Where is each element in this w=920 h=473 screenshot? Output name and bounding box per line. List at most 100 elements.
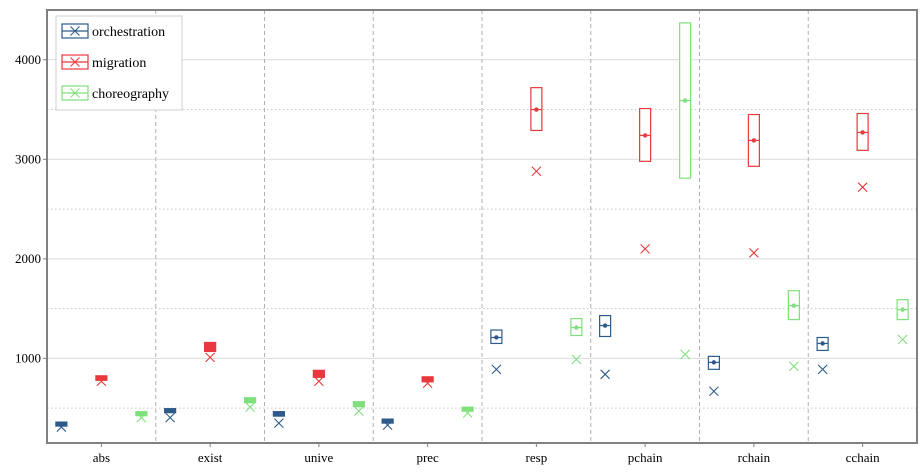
median-point-orchestration	[385, 418, 390, 424]
marker-migration	[422, 378, 433, 389]
marker-orchestration	[382, 420, 393, 430]
median-point-choreography	[356, 401, 362, 407]
marker-choreography	[245, 402, 256, 413]
marker-migration	[313, 376, 324, 387]
marker-orchestration	[165, 412, 176, 423]
median-point-orchestration	[59, 421, 64, 427]
marker-orchestration	[56, 422, 67, 432]
marker-migration	[857, 182, 868, 193]
y-tick-label: 1000	[15, 350, 41, 365]
plot-frame	[46, 9, 918, 444]
x-tick-label: unive	[304, 450, 333, 465]
x-tick-label: abs	[93, 450, 110, 465]
median-point-migration	[425, 377, 430, 382]
marker-orchestration-stroke	[817, 364, 828, 375]
median-point-orchestration	[167, 408, 173, 413]
legend-entry-orchestration: orchestration	[61, 23, 165, 40]
x-tick-label: pchain	[628, 450, 663, 465]
marker-choreography-stroke	[897, 334, 908, 345]
marker-migration-stroke	[640, 244, 651, 254]
marker-orchestration-stroke	[165, 412, 176, 423]
mark-layer	[55, 22, 909, 432]
legend-label: orchestration	[92, 25, 165, 40]
legend-swatch-cross-stroke	[70, 26, 80, 36]
median-point-choreography	[682, 98, 688, 103]
legend-swatch-cross-stroke	[70, 88, 80, 98]
marker-migration-stroke	[313, 376, 324, 387]
legend-swatch-cross	[70, 88, 80, 98]
marker-migration-stroke	[96, 376, 107, 387]
median-point-migration	[534, 107, 539, 112]
marker-migration-stroke	[531, 166, 542, 177]
marker-choreography	[462, 408, 473, 419]
y-tick-label: 2000	[15, 251, 41, 266]
marker-choreography-stroke	[353, 406, 364, 417]
median-point-migration	[642, 133, 648, 138]
legend-swatch-cross	[70, 26, 80, 36]
median-point-migration	[207, 345, 213, 350]
median-point-choreography	[791, 303, 797, 308]
marker-choreography-stroke	[788, 361, 799, 372]
legend-label: choreography	[92, 87, 169, 102]
marker-choreography	[136, 412, 147, 423]
median-point-migration	[860, 130, 865, 135]
median-point-choreography	[465, 406, 470, 412]
marker-choreography-stroke	[680, 349, 691, 360]
marker-orchestration	[817, 364, 828, 375]
grid-layer	[47, 10, 917, 443]
marker-migration	[531, 166, 542, 177]
marker-migration	[96, 376, 107, 387]
marker-migration-stroke	[748, 247, 759, 258]
marker-orchestration-stroke	[56, 422, 67, 432]
y-tick-label: 4000	[15, 52, 41, 67]
legend-entry-choreography: choreography	[61, 85, 169, 102]
marker-orchestration-stroke	[600, 369, 611, 380]
y-tick-label: 3000	[15, 151, 41, 166]
x-tick-label: exist	[198, 450, 223, 465]
legend-swatch-cross	[70, 57, 80, 67]
median-point-orchestration	[276, 411, 282, 417]
marker-choreography	[788, 361, 799, 372]
marker-orchestration-stroke	[491, 364, 502, 375]
median-point-orchestration	[711, 360, 717, 365]
x-tick-label: resp	[526, 450, 548, 465]
marker-choreography	[897, 334, 908, 345]
marker-orchestration	[600, 369, 611, 380]
x-tick-label: cchain	[846, 450, 880, 465]
median-point-orchestration	[820, 341, 825, 346]
marker-orchestration	[491, 364, 502, 375]
marker-choreography-stroke	[462, 408, 473, 419]
x-tick-label: rchain	[738, 450, 771, 465]
marker-choreography-stroke	[245, 402, 256, 413]
legend: orchestration migration choreography	[55, 15, 183, 111]
median-point-migration	[751, 138, 757, 143]
marker-migration-stroke	[857, 182, 868, 193]
marker-choreography	[571, 354, 582, 365]
marker-choreography-stroke	[571, 354, 582, 365]
marker-migration-stroke	[422, 378, 433, 389]
marker-orchestration	[273, 418, 284, 428]
marker-migration	[748, 247, 759, 258]
marker-choreography	[353, 406, 364, 417]
median-point-choreography	[247, 397, 253, 403]
median-point-orchestration	[602, 323, 608, 328]
legend-swatch-cross-stroke	[70, 57, 80, 67]
marker-migration	[205, 352, 216, 363]
marker-orchestration-stroke	[273, 418, 284, 428]
marker-migration-stroke	[205, 352, 216, 363]
median-point-choreography	[900, 307, 905, 312]
marker-orchestration-stroke	[382, 420, 393, 430]
marker-orchestration	[708, 386, 719, 397]
marker-orchestration-stroke	[708, 386, 719, 397]
x-tick-label: prec	[416, 450, 439, 465]
marker-choreography-stroke	[136, 412, 147, 423]
median-point-migration	[316, 372, 322, 377]
axis-layer: 1000 2000 3000 4000 abs exist unive prec resp pch…	[15, 9, 918, 465]
marker-choreography	[680, 349, 691, 360]
legend-label: migration	[92, 56, 146, 71]
marker-migration	[640, 244, 651, 254]
median-point-migration	[99, 376, 104, 381]
legend-entry-migration: migration	[61, 54, 146, 71]
